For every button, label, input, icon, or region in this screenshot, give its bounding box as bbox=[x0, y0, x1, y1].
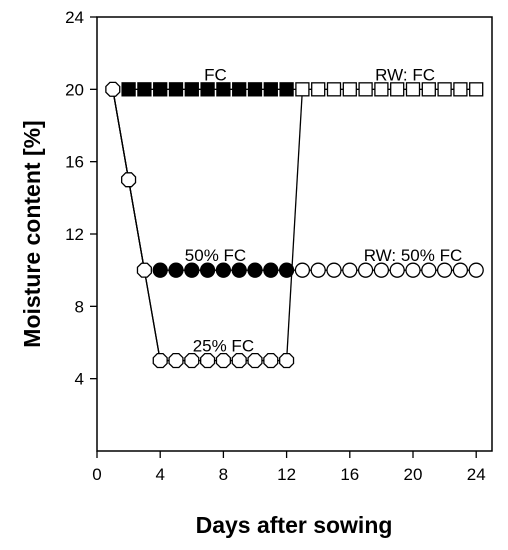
annotation-label: RW: 50% FC bbox=[364, 246, 463, 265]
x-tick-label: 24 bbox=[467, 465, 486, 484]
y-tick-label: 12 bbox=[65, 225, 84, 244]
annotation-label: 25% FC bbox=[193, 337, 254, 356]
data-point-square bbox=[453, 82, 468, 97]
data-point-square bbox=[247, 82, 263, 97]
annotation-label: FC bbox=[204, 65, 227, 84]
x-tick-label: 20 bbox=[404, 465, 423, 484]
data-point-circle bbox=[421, 262, 437, 278]
data-point-square bbox=[358, 82, 373, 97]
data-point-circle bbox=[373, 262, 390, 278]
data-point-circle bbox=[405, 262, 421, 278]
data-point-square bbox=[232, 82, 247, 97]
data-point-hexagon bbox=[279, 352, 295, 369]
data-point-square bbox=[121, 82, 136, 97]
x-axis-ticks: 0 4 8 12 16 20 24 bbox=[92, 451, 486, 484]
data-point-hexagon bbox=[105, 81, 121, 97]
y-tick-label: 16 bbox=[65, 153, 84, 172]
data-point-circle bbox=[310, 262, 326, 278]
x-tick-label: 8 bbox=[219, 465, 228, 484]
annotation-label: RW: FC bbox=[375, 65, 435, 84]
y-axis-ticks: 4 8 12 16 20 24 bbox=[65, 8, 97, 389]
x-tick-label: 16 bbox=[340, 465, 359, 484]
data-point-circle bbox=[436, 262, 453, 278]
y-axis-title: Moisture content [%] bbox=[19, 120, 45, 347]
x-axis-title: Days after sowing bbox=[196, 512, 393, 538]
data-point-square bbox=[342, 82, 357, 97]
data-point-square bbox=[168, 82, 184, 97]
data-point-circle bbox=[199, 262, 216, 278]
annotation-label: 50% FC bbox=[185, 246, 246, 265]
data-point-square bbox=[153, 82, 168, 97]
connector-line bbox=[285, 89, 304, 361]
data-point-circle bbox=[215, 262, 232, 278]
data-point-square bbox=[263, 82, 278, 97]
data-point-circle bbox=[389, 262, 405, 278]
data-point-square bbox=[295, 82, 310, 97]
data-point-square bbox=[421, 82, 436, 97]
data-point-circle bbox=[294, 262, 311, 278]
data-point-circle bbox=[152, 262, 168, 278]
data-point-hexagon bbox=[200, 352, 216, 369]
data-point-hexagon bbox=[263, 352, 279, 369]
data-point-hexagon bbox=[184, 352, 200, 369]
y-tick-label: 20 bbox=[65, 80, 84, 99]
data-point-square bbox=[311, 82, 326, 97]
x-tick-label: 0 bbox=[92, 465, 101, 484]
data-point-circle bbox=[452, 262, 469, 278]
data-point-circle bbox=[168, 262, 184, 278]
series-line bbox=[112, 89, 287, 362]
data-point-circle bbox=[263, 262, 279, 278]
y-tick-label: 24 bbox=[65, 8, 84, 27]
data-point-circle bbox=[342, 262, 358, 278]
data-point-hexagon bbox=[247, 352, 263, 369]
data-point-square bbox=[374, 82, 389, 97]
data-point-circle bbox=[247, 262, 263, 278]
data-point-square bbox=[137, 82, 152, 97]
data-point-square bbox=[184, 82, 199, 97]
y-tick-label: 8 bbox=[75, 297, 84, 316]
data-point-hexagon bbox=[215, 352, 231, 369]
data-point-hexagon bbox=[136, 262, 152, 278]
data-point-square bbox=[279, 82, 294, 97]
y-tick-label: 4 bbox=[75, 370, 84, 389]
connector-lines bbox=[112, 88, 477, 362]
data-point-circle bbox=[231, 262, 247, 278]
x-tick-label: 4 bbox=[155, 465, 164, 484]
data-point-hexagon bbox=[231, 352, 247, 369]
data-point-square bbox=[390, 82, 405, 97]
data-markers bbox=[105, 81, 484, 369]
data-point-circle bbox=[184, 262, 200, 278]
annotations: FC RW: FC 50% FC RW: 50% FC 25% FC bbox=[185, 65, 463, 355]
data-point-hexagon bbox=[121, 172, 137, 188]
x-tick-label: 12 bbox=[277, 465, 296, 484]
data-point-hexagon bbox=[168, 352, 184, 369]
data-point-square bbox=[200, 82, 215, 97]
data-point-square bbox=[437, 82, 452, 97]
data-point-square bbox=[326, 82, 342, 97]
data-point-square bbox=[469, 82, 484, 97]
data-point-circle bbox=[357, 262, 374, 278]
data-point-circle bbox=[468, 262, 484, 278]
data-point-hexagon bbox=[152, 352, 168, 369]
data-point-square bbox=[216, 82, 231, 97]
data-point-circle bbox=[326, 262, 342, 278]
data-point-circle bbox=[278, 262, 295, 278]
data-point-square bbox=[405, 82, 421, 97]
connector-line bbox=[112, 89, 161, 361]
